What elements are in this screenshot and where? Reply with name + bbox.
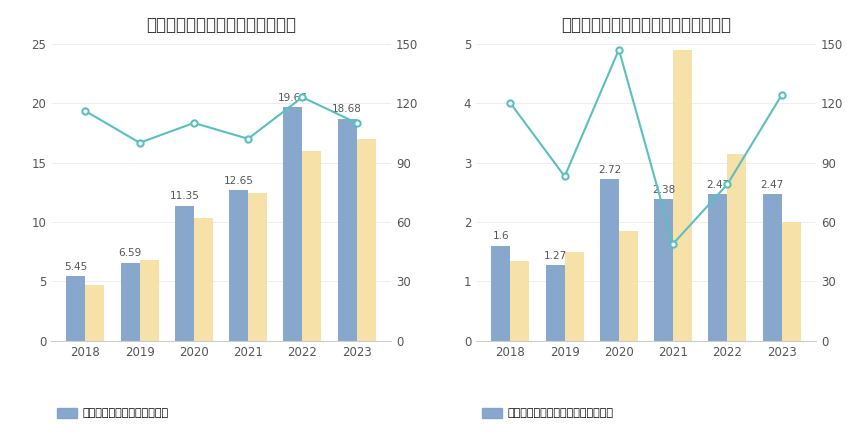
Bar [781, 222, 801, 341]
Text: 2.72: 2.72 [598, 165, 621, 175]
Bar [546, 265, 564, 341]
Text: 1.6: 1.6 [493, 231, 509, 241]
Text: 12.65: 12.65 [224, 176, 253, 186]
Bar [283, 107, 303, 341]
Bar [139, 260, 159, 341]
Text: 2.47: 2.47 [761, 180, 784, 190]
Bar [564, 252, 584, 341]
Text: 18.68: 18.68 [332, 104, 362, 114]
Bar [600, 179, 619, 341]
Text: 5.45: 5.45 [65, 262, 88, 272]
Text: 1.27: 1.27 [543, 251, 567, 261]
Text: 2.47: 2.47 [706, 180, 729, 190]
Bar [619, 231, 638, 341]
Bar [491, 246, 511, 341]
Text: 19.66: 19.66 [278, 93, 308, 103]
Title: 历年经营现金流净额、归母净利润情况: 历年经营现金流净额、归母净利润情况 [561, 16, 731, 34]
Bar [248, 194, 267, 341]
Bar [121, 263, 139, 341]
Bar [728, 154, 746, 341]
Bar [356, 139, 376, 341]
Text: 2.38: 2.38 [652, 185, 675, 195]
Title: 历年经营现金流入、营业收入情况: 历年经营现金流入、营业收入情况 [146, 16, 296, 34]
Bar [337, 119, 356, 341]
Bar [708, 194, 728, 341]
Text: 6.59: 6.59 [118, 248, 142, 258]
Bar [762, 194, 781, 341]
Text: 11.35: 11.35 [169, 191, 200, 201]
Bar [654, 199, 673, 341]
Bar [175, 206, 194, 341]
Bar [194, 218, 212, 341]
Bar [511, 260, 530, 341]
Bar [66, 276, 86, 341]
Bar [230, 191, 248, 341]
Bar [303, 151, 321, 341]
Bar [673, 50, 692, 341]
Bar [86, 285, 105, 341]
